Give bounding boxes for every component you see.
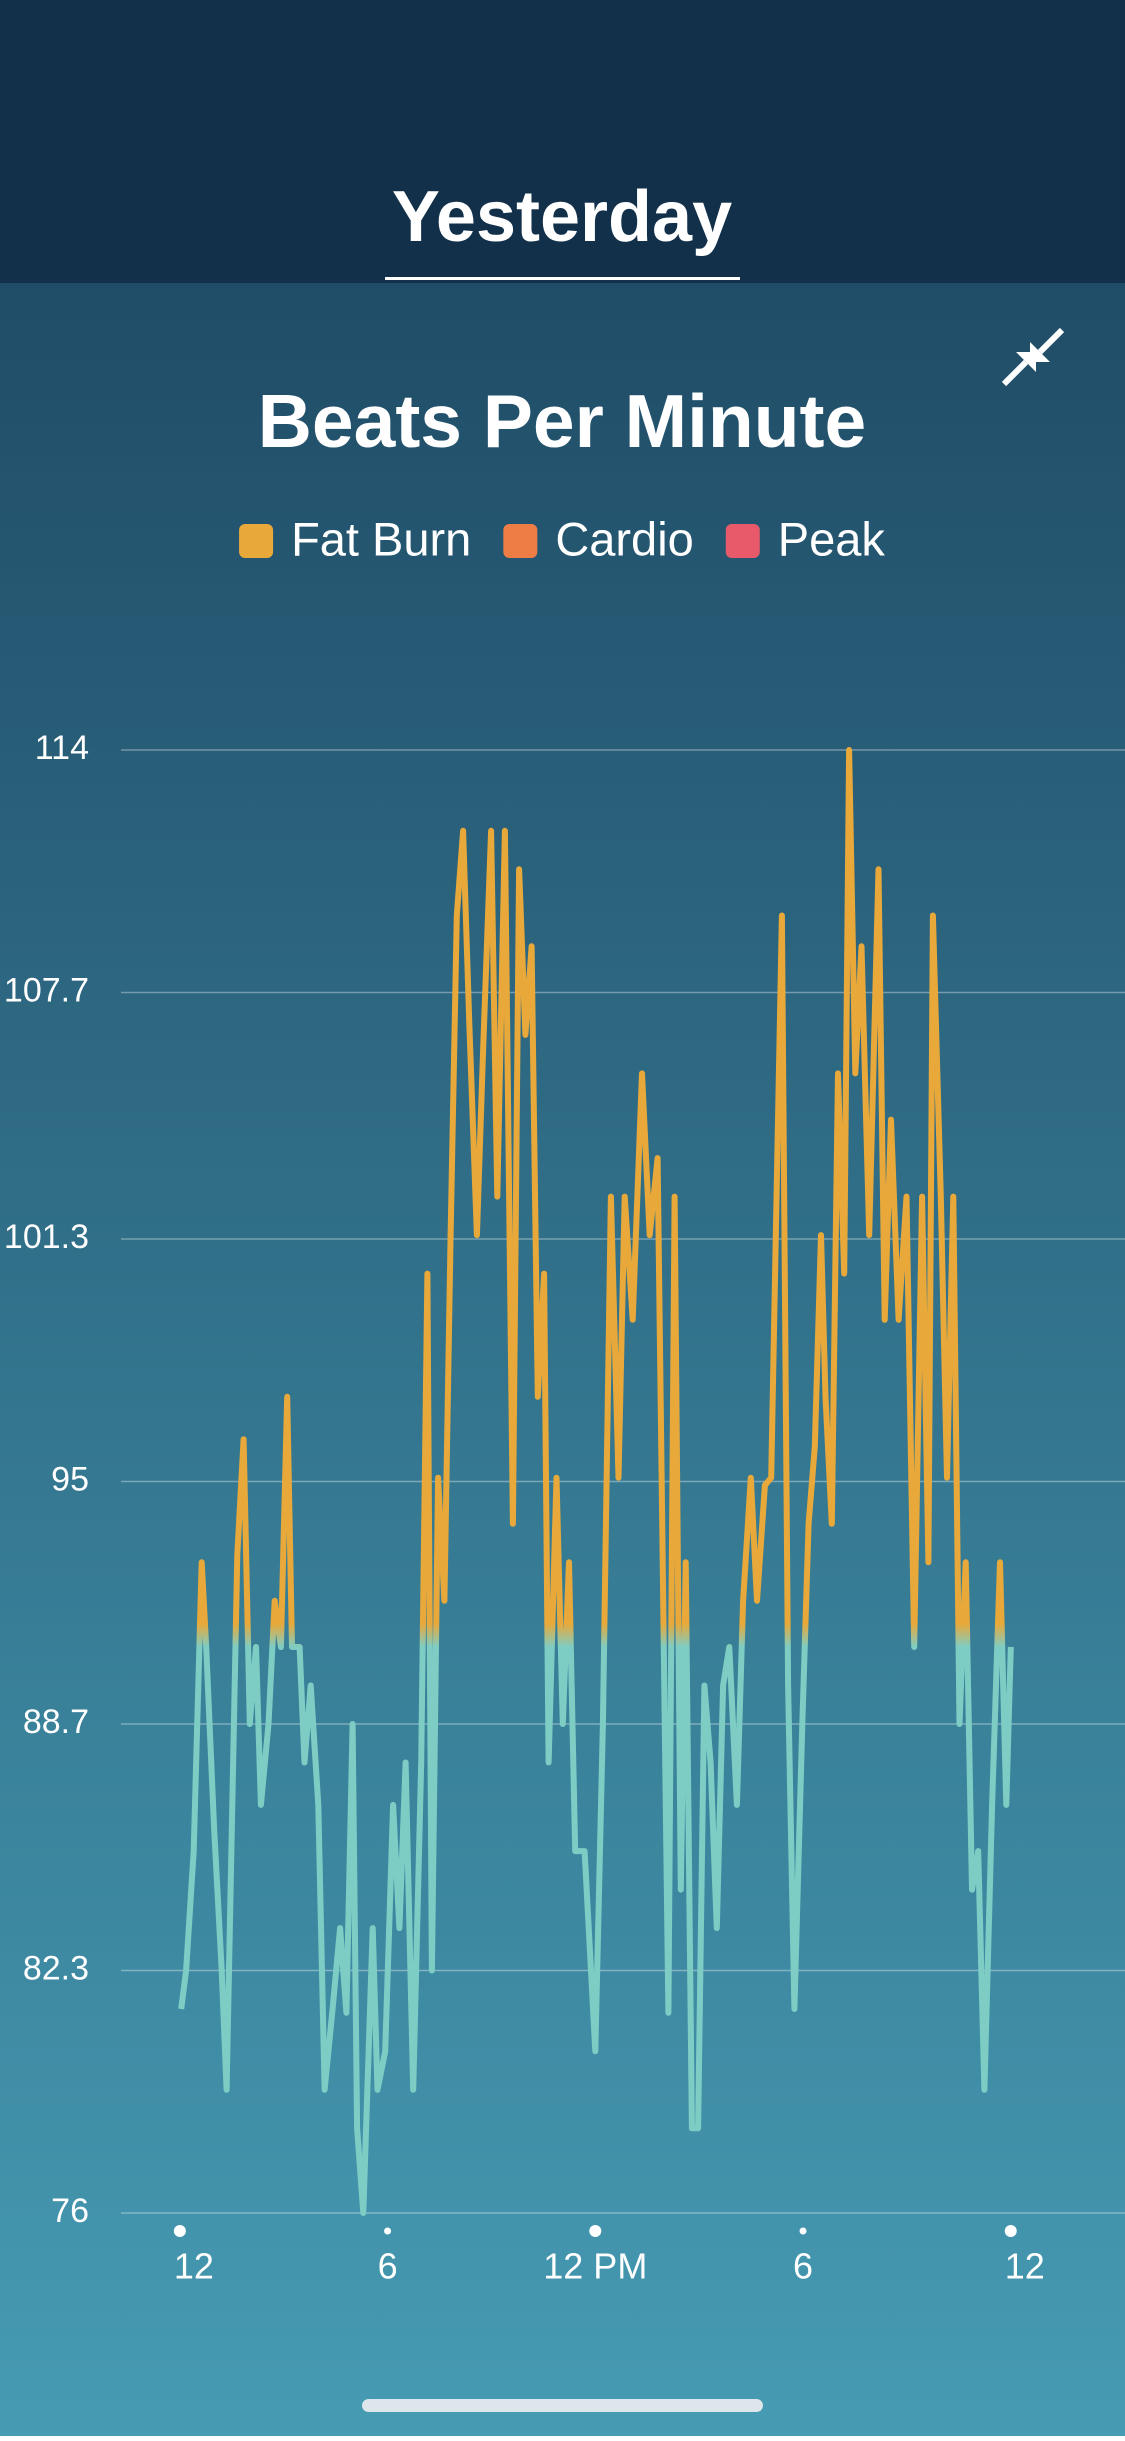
x-tick-label: 12 [174, 2246, 214, 2287]
legend-label: Fat Burn [291, 512, 471, 565]
legend-item: Peak [725, 512, 886, 565]
x-tick-dot [384, 2227, 392, 2235]
chart-title: Beats Per Minute [258, 379, 867, 463]
plot: 76 82.3 88.7 95 101.3 107.7 114 12 6 12 PM 6 12 [4, 729, 1125, 2287]
y-tick-label: 88.7 [23, 1703, 89, 1741]
tab-label[interactable]: Yesterday [392, 177, 732, 257]
legend-item: Cardio [503, 512, 694, 565]
x-tick-label: 6 [378, 2246, 398, 2287]
y-tick-label: 76 [51, 2192, 89, 2230]
header [0, 0, 1125, 283]
legend-label: Peak [778, 512, 886, 565]
collapse-icon[interactable] [1001, 327, 1065, 387]
y-tick-label: 101.3 [4, 1218, 89, 1256]
x-tick-dot [1004, 2225, 1017, 2237]
x-tick-dot [589, 2225, 602, 2237]
y-tick-label: 107.7 [4, 972, 89, 1010]
legend-label: Cardio [555, 512, 693, 565]
x-tick-dot [173, 2225, 186, 2237]
home-indicator [362, 2399, 763, 2412]
tab-underline [385, 277, 740, 280]
x-tick-dot [799, 2227, 807, 2235]
y-tick-label: 95 [51, 1460, 89, 1498]
legend-swatch [503, 524, 538, 558]
x-tick-label: 12 PM [543, 2246, 647, 2287]
y-tick-label: 82.3 [23, 1949, 89, 1987]
legend-swatch [239, 524, 274, 558]
legend: Fat Burn Cardio Peak [239, 512, 885, 565]
legend-swatch [725, 524, 760, 558]
x-tick-label: 6 [793, 2246, 813, 2287]
legend-item: Fat Burn [239, 512, 471, 565]
x-tick-label: 12 [1005, 2246, 1045, 2287]
heart-rate-line [178, 747, 1014, 2216]
y-tick-label: 114 [35, 729, 89, 767]
